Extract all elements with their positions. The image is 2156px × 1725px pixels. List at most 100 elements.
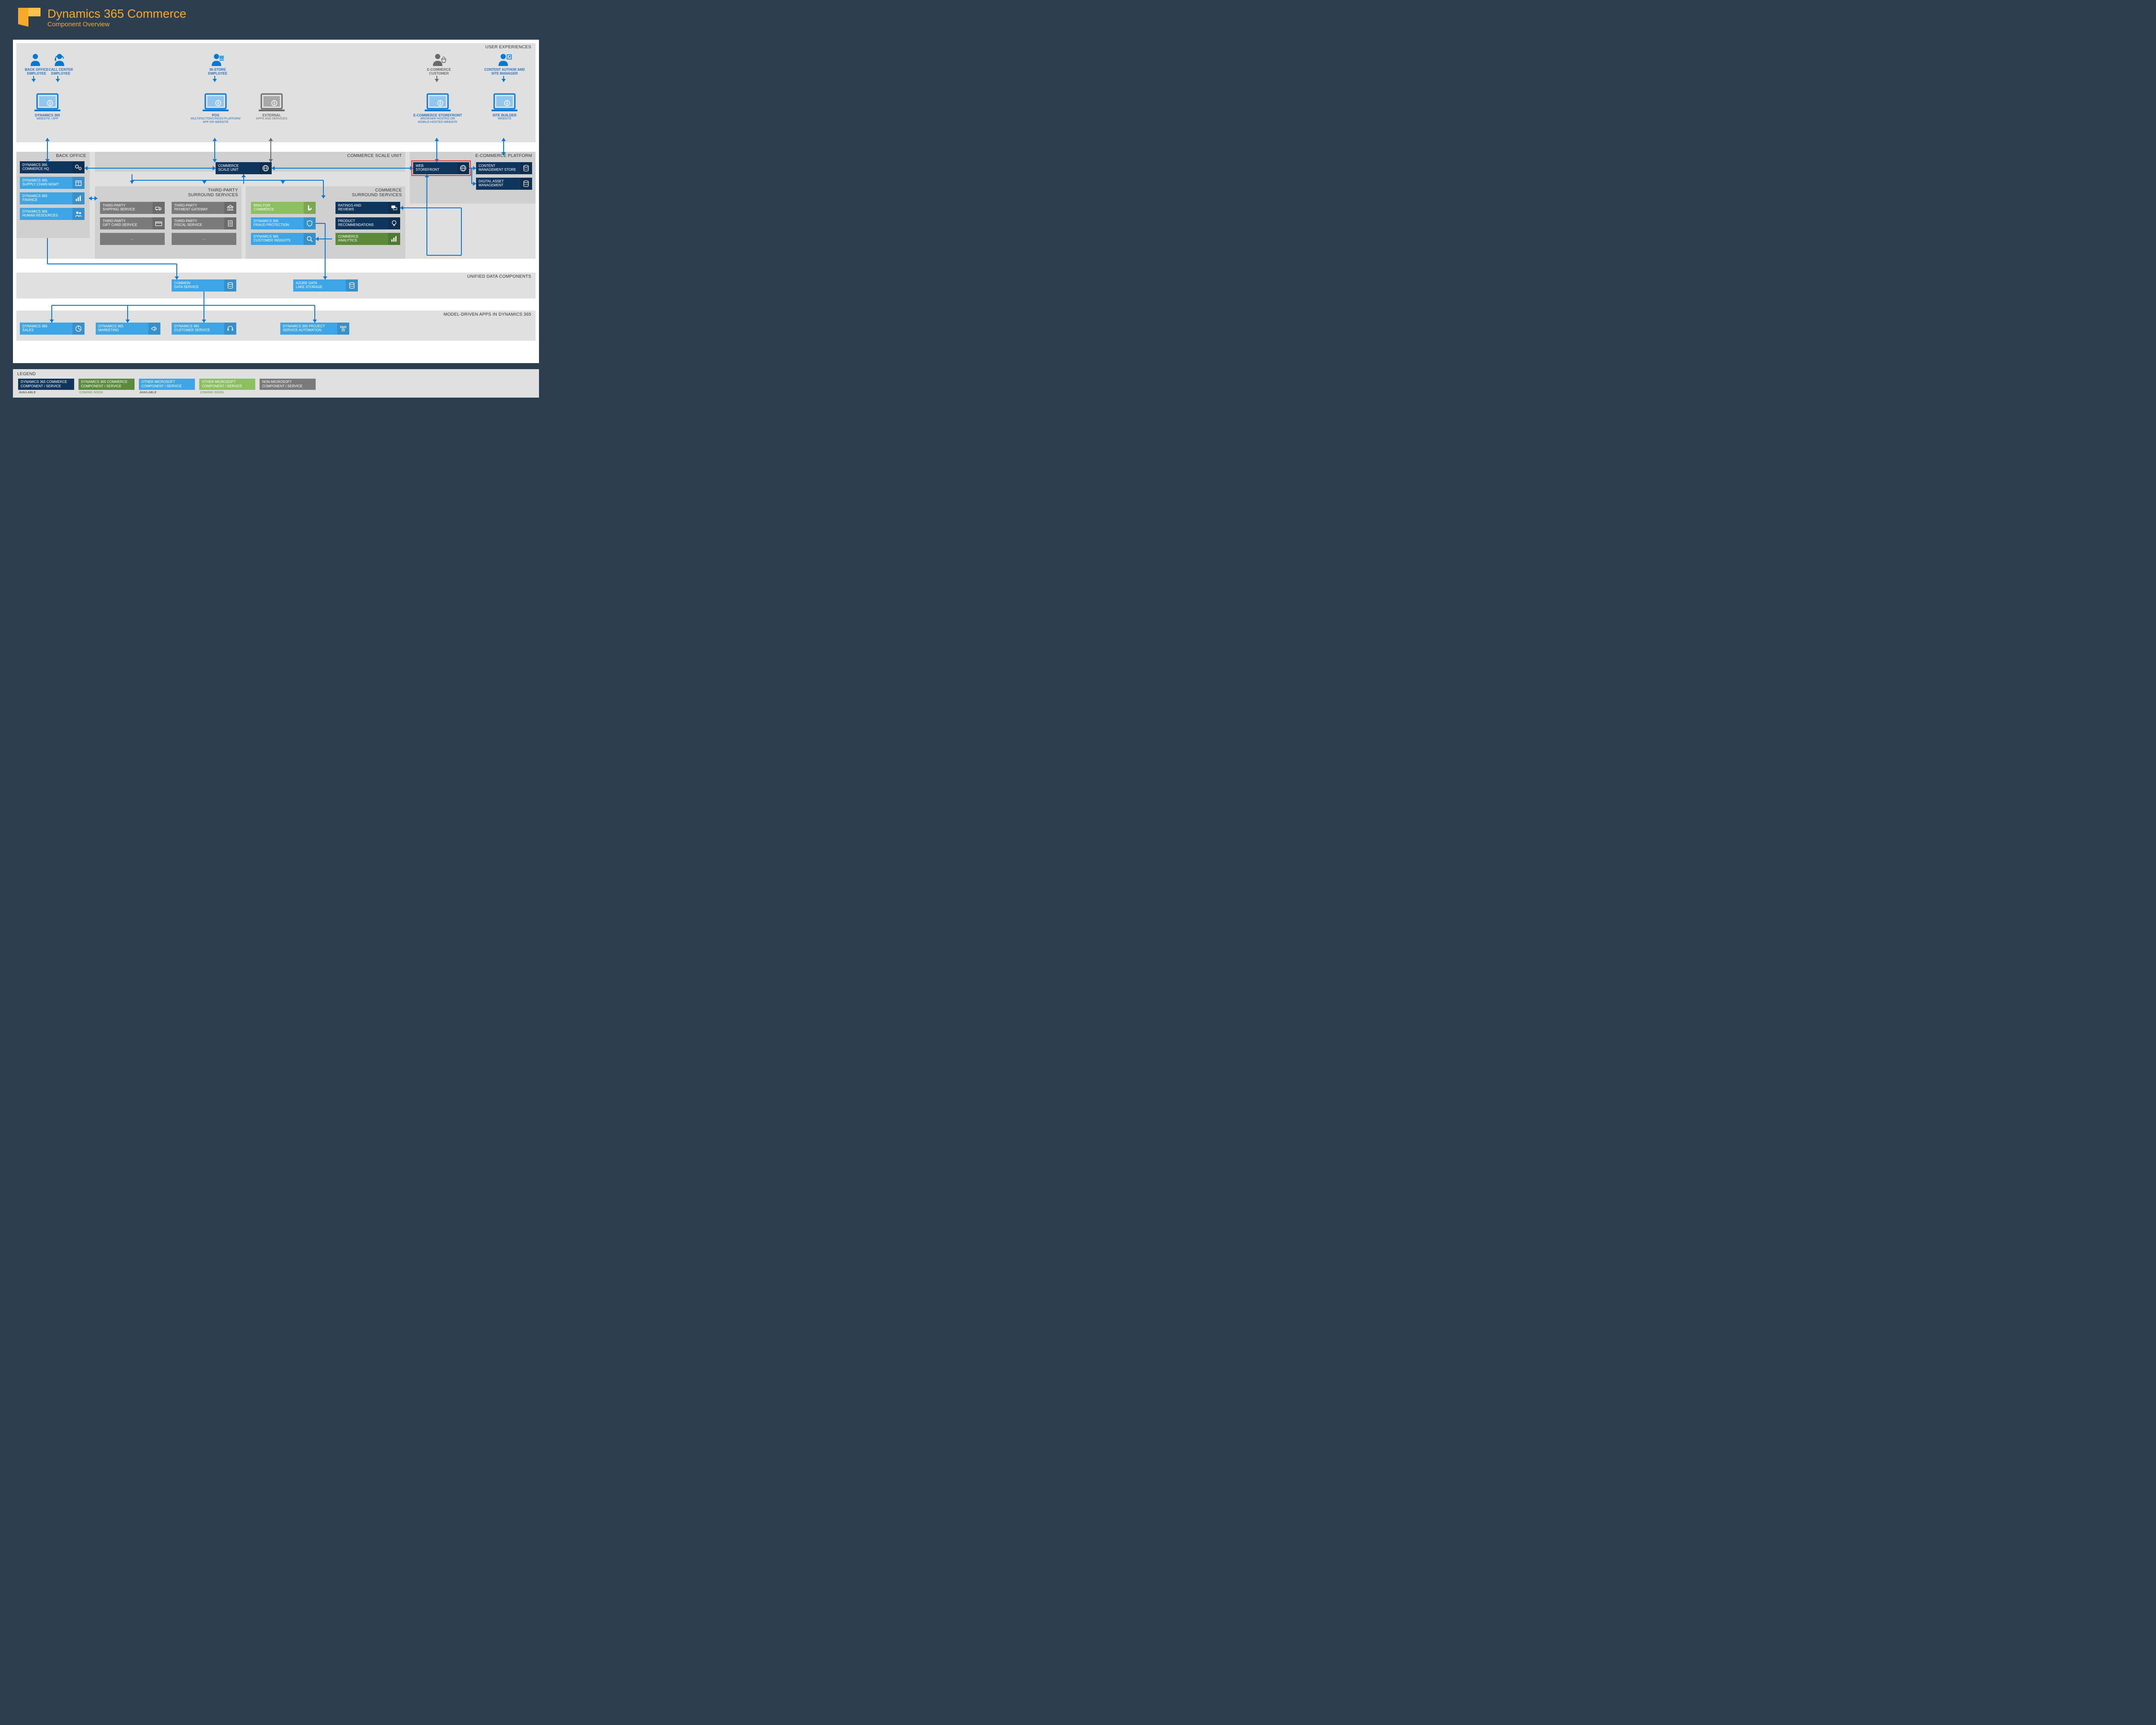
tile-label: PRODUCTRECOMMENDATIONS — [335, 220, 388, 227]
tile-label: COMMONDATA SERVICE — [172, 282, 224, 289]
arrowhead — [501, 152, 506, 155]
device-subtitle: WEBSITE / APP — [28, 117, 67, 120]
connector — [270, 138, 271, 162]
legend-status: AVAILABLE — [18, 391, 74, 394]
shield-icon — [304, 217, 316, 229]
connector — [272, 168, 413, 169]
tile-label: DYNAMICS 365COMMERCE HQ — [20, 163, 72, 171]
arrowhead — [473, 166, 476, 170]
persona-in-store-employee: IN-STORE EMPLOYEE — [203, 53, 233, 76]
tile-label: THIRD-PARTYSHIPPING SERVICE — [100, 204, 153, 212]
arrowhead — [213, 138, 217, 141]
person-icon — [46, 53, 76, 67]
pie-icon — [72, 323, 85, 335]
people-icon — [72, 208, 85, 220]
bing-icon — [304, 202, 316, 214]
band-udc: UNIFIED DATA COMPONENTS — [16, 273, 536, 298]
arrowhead — [269, 138, 273, 141]
connector — [52, 305, 315, 306]
connector — [426, 174, 427, 255]
arrowhead — [45, 138, 50, 141]
tile-label: COMMERCESCALE UNIT — [216, 164, 260, 172]
region-label: COMMERCE SCALE UNIT — [347, 154, 402, 158]
arrowhead — [213, 166, 216, 170]
arrowhead — [281, 181, 285, 184]
arrowhead — [85, 166, 88, 170]
tile-finance: DYNAMICS 365FINANCE — [20, 192, 85, 204]
arrowhead — [323, 276, 327, 279]
arrowhead — [31, 79, 36, 82]
tile-supply-chain: DYNAMICS 365SUPPLY CHAIN MGMT — [20, 177, 85, 189]
tile-label: DYNAMICS 365HUMAN RESOURCES — [20, 210, 72, 218]
device-subtitle: WEBSITE — [483, 117, 526, 120]
page-subtitle: Component Overview — [47, 21, 186, 28]
region-label: BACK OFFICE — [56, 154, 86, 158]
magnify-icon — [304, 233, 316, 245]
tile-label: DYNAMICS 365 PROJECTSERVICE AUTOMATION — [280, 325, 337, 332]
persona-ecommerce-customer: E-COMMERCE CUSTOMER — [424, 53, 454, 76]
legend: LEGEND DYNAMICS 365 COMMERCE COMPONENT /… — [13, 369, 539, 398]
arrowhead — [175, 276, 179, 279]
arrowhead — [213, 79, 217, 82]
arrowhead — [269, 159, 273, 162]
title-block: Dynamics 365 Commerce Component Overview — [47, 8, 186, 28]
tile-label: DYNAMICS 365CUSTOMER SERVICE — [172, 325, 224, 332]
gears-icon — [72, 161, 85, 173]
connector — [461, 208, 462, 255]
tile-label: AZURE DATALAKE STORAGE — [293, 282, 346, 289]
device-icon — [28, 91, 67, 114]
highlight-box — [411, 160, 471, 176]
arrowhead — [130, 181, 134, 184]
arrowhead — [202, 181, 207, 184]
band-label: MODEL-DRIVEN APPS IN DYNAMICS 365 — [444, 312, 531, 317]
arrowhead — [501, 138, 506, 141]
tile-recommendations: PRODUCTRECOMMENDATIONS — [335, 217, 400, 229]
legend-status: AVAILABLE — [139, 391, 195, 394]
device-icon — [190, 91, 241, 114]
person-icon — [203, 53, 233, 67]
connector — [427, 255, 461, 256]
headset-icon — [224, 323, 236, 335]
device-site-builder: SITE BUILDERWEBSITE — [483, 91, 526, 121]
legend-swatch: OTHER MICROSOFT COMPONENT / SERVICE — [199, 379, 255, 390]
persona-content-author: CONTENT AUTHOR AND SITE MANAGER — [483, 53, 526, 76]
tile-giftcard: THIRD-PARTYGIFT CARD SERVICE — [100, 217, 165, 229]
tile-insights: DYNAMICS 365CUSTOMER INSIGHTS — [251, 233, 316, 245]
device-ecommerce-storefront: E-COMMERCE STOREFRONTBROWSER-HOSTED OR M… — [410, 91, 466, 124]
arrowhead — [272, 166, 275, 170]
legend-swatch: DYNAMICS 365 COMMERCE COMPONENT / SERVIC… — [18, 379, 74, 390]
box-icon — [72, 177, 85, 189]
device-icon — [410, 91, 466, 114]
tile-commerce-hq: DYNAMICS 365COMMERCE HQ — [20, 161, 85, 173]
connector — [132, 180, 323, 181]
legend-swatch: DYNAMICS 365 COMMERCE COMPONENT / SERVIC… — [78, 379, 135, 390]
persona-label: CONTENT AUTHOR AND SITE MANAGER — [483, 68, 526, 76]
device-title: POS — [190, 114, 241, 117]
arrowhead — [125, 320, 130, 323]
legend-item: NON-MICROSOFT COMPONENT / SERVICE — [260, 379, 316, 390]
legend-swatch: OTHER MICROSOFT COMPONENT / SERVICE — [139, 379, 195, 390]
device-external-apps: EXTERNALAPPS AND SERVICES — [248, 91, 295, 121]
tile-label: THIRD-PARTYPAYMENT GATEWAY — [172, 204, 224, 212]
connector — [471, 168, 472, 184]
tile-fraud: DYNAMICS 365FRAUD PROTECTION — [251, 217, 316, 229]
tile-label: DYNAMICS 365SUPPLY CHAIN MGMT — [20, 179, 72, 187]
tile-sales: DYNAMICS 365SALES — [20, 323, 85, 335]
arrowhead — [400, 206, 403, 210]
tile-bing: BING FORCOMMERCE — [251, 202, 316, 214]
persona-call-center-employee: CALL CENTER EMPLOYEE — [46, 53, 76, 76]
db-icon — [224, 279, 236, 292]
tile-label: DYNAMICS 365CUSTOMER INSIGHTS — [251, 235, 304, 243]
device-pos: POSMULTIFACTOR/CROSS-PLATFORM APP OR WEB… — [190, 91, 241, 124]
tile-customer-service: DYNAMICS 365CUSTOMER SERVICE — [172, 323, 236, 335]
tile-label: DYNAMICS 365FRAUD PROTECTION — [251, 220, 304, 227]
tile-label: DYNAMICS 365SALES — [20, 325, 72, 332]
person-icon — [424, 53, 454, 67]
tile-label: THIRD-PARTYFISCAL SERVICE — [172, 220, 224, 227]
tile-payment: THIRD-PARTYPAYMENT GATEWAY — [172, 202, 236, 214]
tile-marketing: DYNAMICS 365MARKETING — [96, 323, 160, 335]
truck-icon — [153, 202, 165, 214]
arrowhead — [313, 320, 317, 323]
tile-label: ... — [172, 237, 236, 241]
tile-adls: AZURE DATALAKE STORAGE — [293, 279, 358, 292]
